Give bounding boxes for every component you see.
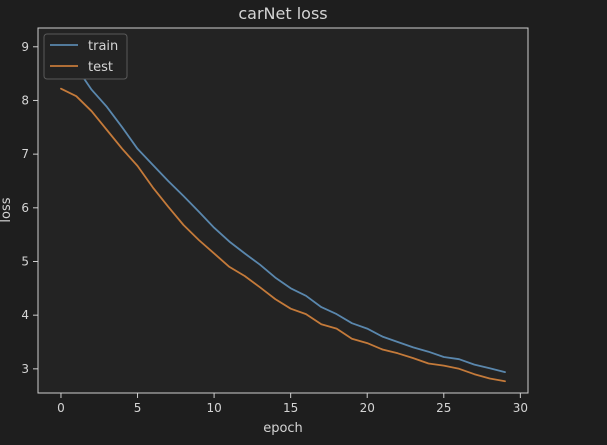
series-line-train <box>60 43 506 374</box>
y-tick-label: 4 <box>21 308 29 322</box>
series-line-test <box>60 87 506 383</box>
y-tick-label: 6 <box>21 201 29 215</box>
y-tick-label: 5 <box>21 254 29 268</box>
x-axis-label: epoch <box>263 421 303 436</box>
y-tick-label: 9 <box>21 40 29 54</box>
x-tick-label: 30 <box>513 401 528 415</box>
series-group <box>60 43 506 383</box>
plot-area <box>37 27 529 394</box>
legend: train test <box>43 33 128 80</box>
x-tick-label: 0 <box>57 401 65 415</box>
y-tick-label: 7 <box>21 147 29 161</box>
legend-label-test: test <box>88 60 113 75</box>
y-axis-label: loss <box>0 197 14 222</box>
chart-title: carNet loss <box>238 4 327 23</box>
y-axis-ticks: 3 4 5 6 7 8 9 <box>21 40 38 376</box>
y-tick-label: 8 <box>21 93 29 107</box>
y-tick-label: 3 <box>21 362 29 376</box>
x-tick-label: 5 <box>134 401 142 415</box>
x-tick-label: 15 <box>283 401 298 415</box>
legend-label-train: train <box>88 39 118 54</box>
x-axis-ticks: 0 5 10 15 20 25 30 <box>57 393 528 415</box>
x-tick-label: 10 <box>206 401 221 415</box>
x-tick-label: 20 <box>360 401 375 415</box>
x-tick-label: 25 <box>436 401 451 415</box>
